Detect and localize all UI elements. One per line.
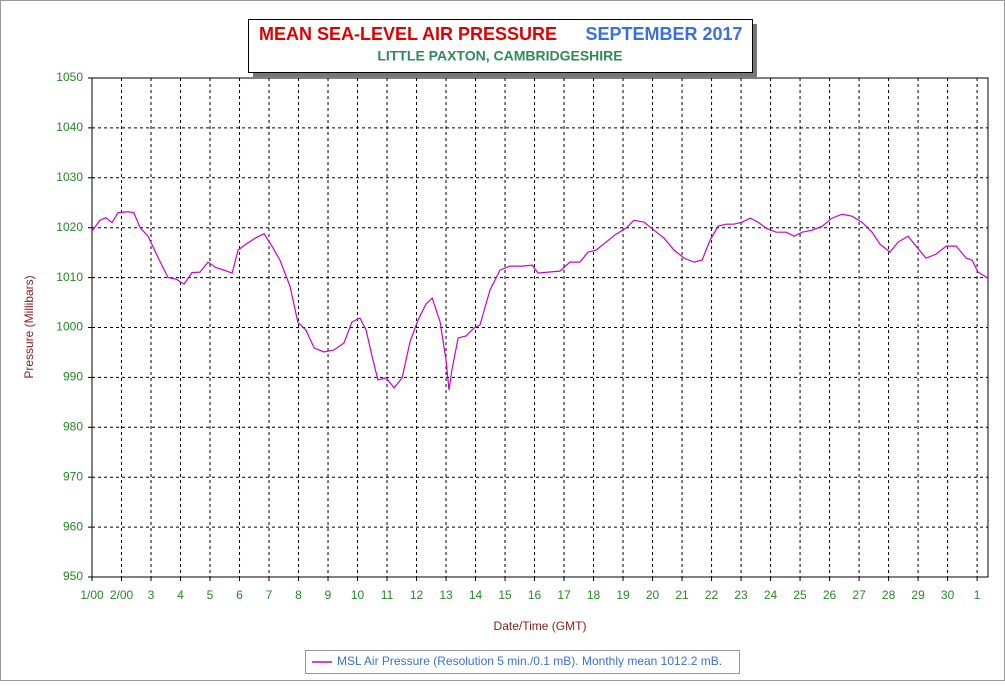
- x-tick-label: 14: [469, 588, 483, 602]
- y-tick-label: 990: [63, 370, 83, 384]
- y-tick-label: 1040: [56, 120, 83, 134]
- y-tick-label: 980: [63, 419, 83, 433]
- x-tick-label: 16: [528, 588, 542, 602]
- x-tick-label: 6: [236, 588, 243, 602]
- x-tick-label: 15: [498, 588, 512, 602]
- x-tick-label: 30: [941, 588, 955, 602]
- title-box: [248, 19, 753, 73]
- chart-subtitle: LITTLE PAXTON, CAMBRIDGESHIRE: [377, 48, 622, 64]
- y-tick-label: 1030: [56, 170, 83, 184]
- x-tick-label: 3: [148, 588, 155, 602]
- data-line: [91, 211, 989, 390]
- x-tick-label: 20: [646, 588, 660, 602]
- chart-title: MEAN SEA-LEVEL AIR PRESSURE: [259, 24, 557, 44]
- y-tick-label: 1020: [56, 220, 83, 234]
- y-tick-label: 950: [63, 569, 83, 583]
- y-tick-label: 1010: [56, 270, 83, 284]
- legend-label: MSL Air Pressure (Resolution 5 min./0.1 …: [337, 654, 722, 668]
- x-tick-label: 23: [734, 588, 748, 602]
- x-tick-label: 21: [675, 588, 689, 602]
- x-tick-label: 11: [381, 588, 394, 602]
- y-tick-label: 1050: [56, 70, 83, 84]
- x-tick-label: 24: [764, 588, 778, 602]
- x-tick-label: 26: [823, 588, 837, 602]
- x-tick-label: 18: [587, 588, 601, 602]
- y-axis-label: Pressure (Millibars): [22, 275, 36, 378]
- plot-border: [91, 77, 989, 578]
- x-tick-label: 1: [974, 588, 981, 602]
- y-tick-label: 960: [63, 519, 83, 533]
- x-tick-label: 8: [295, 588, 302, 602]
- y-tick-label: 970: [63, 469, 83, 483]
- x-tick-label: 22: [705, 588, 719, 602]
- y-tick-label: 1000: [56, 320, 83, 334]
- x-axis-label: Date/Time (GMT): [494, 619, 587, 633]
- x-tick-label: 1/00: [80, 588, 104, 602]
- x-tick-label: 29: [911, 588, 925, 602]
- x-tick-label: 2/00: [110, 588, 134, 602]
- x-tick-label: 13: [439, 588, 453, 602]
- x-tick-label: 12: [410, 588, 424, 602]
- chart-title-date: SEPTEMBER 2017: [585, 24, 742, 44]
- x-tick-label: 7: [266, 588, 273, 602]
- x-tick-label: 10: [351, 588, 365, 602]
- x-tick-label: 28: [882, 588, 896, 602]
- x-tick-label: 5: [207, 588, 214, 602]
- x-tick-label: 9: [325, 588, 332, 602]
- x-tick-label: 19: [616, 588, 630, 602]
- legend-box: [305, 650, 740, 674]
- x-tick-label: 27: [852, 588, 866, 602]
- x-tick-label: 4: [177, 588, 184, 602]
- x-tick-label: 17: [557, 588, 571, 602]
- x-tick-label: 25: [793, 588, 807, 602]
